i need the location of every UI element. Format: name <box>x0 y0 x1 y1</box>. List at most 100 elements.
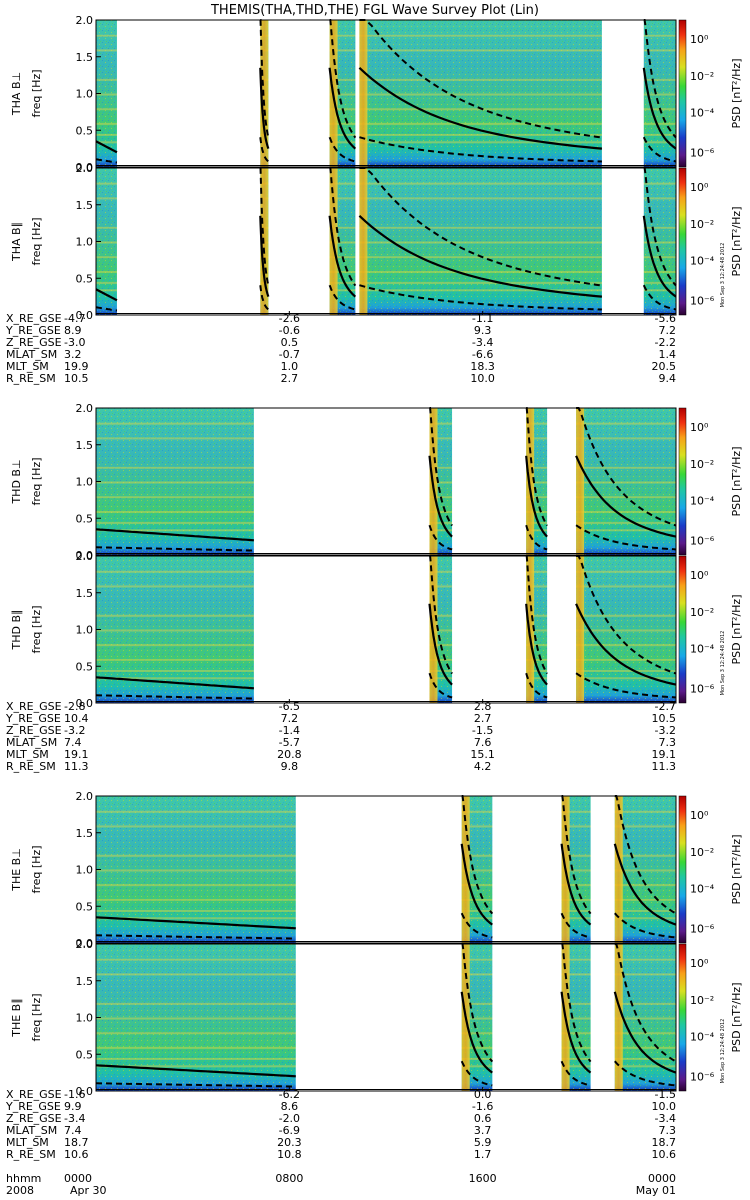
panel-the-perp: 0.0 0.5 1.0 1.5 2.0 freq [Hz] THE B⊥ 10⁻⁶ 10⁻⁴ 10… <box>10 790 743 950</box>
data-gap <box>590 944 615 1091</box>
spectral-line <box>96 289 676 292</box>
panel-label: THE B∥ <box>10 998 23 1037</box>
gyrofrequency-harmonic <box>460 1060 493 1087</box>
gyrofrequency-harmonic <box>560 1060 591 1087</box>
colorbar <box>678 407 687 556</box>
ephemeris-value: -6.6 <box>472 348 493 361</box>
colorbar-tick-label: 10⁻² <box>690 218 714 231</box>
ephemeris-value: 11.3 <box>652 760 677 773</box>
gyrofrequency-harmonic <box>95 694 254 700</box>
version-stamp: Mon Sep 3 12:24:48 2012 <box>720 243 726 308</box>
ephemeris-value: -1.6 <box>64 1088 85 1101</box>
ephemeris-value: -5.7 <box>279 736 300 749</box>
gyrofrequency-harmonic <box>614 912 677 939</box>
ephemeris-value: 7.3 <box>659 736 677 749</box>
ephemeris-label: X_RE_GSE <box>6 312 62 325</box>
colorbar-tick-label: 10⁻² <box>690 70 714 83</box>
ephemeris-value: 2.7 <box>474 712 492 725</box>
wave-band <box>614 944 623 1091</box>
ephemeris-value: 11.3 <box>64 760 89 773</box>
panel-label: THA B∥ <box>10 222 23 262</box>
y-tick-label: 2.0 <box>76 14 94 27</box>
ephemeris-value: -6.2 <box>279 1088 300 1101</box>
y-tick-label: 0.5 <box>76 124 94 137</box>
ephemeris-value: -3.2 <box>655 724 676 737</box>
ephemeris-value: -1.1 <box>472 312 493 325</box>
gyrofrequency-harmonic <box>259 19 270 138</box>
spectral-line <box>96 270 676 273</box>
ephemeris-value: 19.1 <box>64 748 89 761</box>
colorbar-tick-label: 10⁻² <box>690 994 714 1007</box>
gyrofrequency-trace <box>642 67 677 150</box>
ephemeris-value: -2.2 <box>655 336 676 349</box>
x-unit-label: hhmm <box>6 1172 41 1185</box>
y-tick-label: 1.5 <box>76 439 94 452</box>
gyrofrequency-harmonic <box>329 19 357 139</box>
ephemeris-value: 9.9 <box>64 1100 82 1113</box>
ephemeris-label: Z_RE_GSE <box>6 1112 62 1125</box>
data-gap <box>452 408 527 555</box>
gyrofrequency-harmonic <box>576 555 677 675</box>
ephemeris-value: 18.7 <box>64 1136 89 1149</box>
start-date-label: Apr 30 <box>70 1184 107 1197</box>
gyrofrequency-harmonic <box>575 672 677 699</box>
spectral-line <box>96 197 676 200</box>
gyrofrequency-harmonic <box>561 943 592 1063</box>
wave-band <box>526 556 535 703</box>
wave-band <box>359 168 368 315</box>
y-tick-label: 2.0 <box>76 938 94 951</box>
ephemeris-value: -1.5 <box>472 724 493 737</box>
ephemeris-value: 5.9 <box>474 1136 492 1149</box>
y-tick-label: 2.0 <box>76 402 94 415</box>
ephemeris-value: -1.5 <box>655 1088 676 1101</box>
ephemeris-value: 0.5 <box>281 336 299 349</box>
gyrofrequency-harmonic <box>95 546 254 552</box>
gyrofrequency-harmonic <box>259 285 270 311</box>
gyrofrequency-trace <box>328 215 357 298</box>
data-gap <box>295 796 462 943</box>
spectral-line <box>96 93 676 96</box>
ephemeris-value: -2.6 <box>279 312 300 325</box>
ephemeris-value: -0.7 <box>279 348 300 361</box>
gyrofrequency-harmonic <box>461 795 494 915</box>
colorbar-tick-label: 10⁻⁶ <box>690 534 715 547</box>
spectral-line <box>96 256 676 259</box>
gyrofrequency-harmonic <box>429 407 453 527</box>
wave-band <box>576 556 585 703</box>
spectral-line <box>96 78 676 81</box>
spectral-line <box>96 241 676 244</box>
data-gap <box>268 20 330 167</box>
x-tick-label: 1600 <box>469 1172 497 1185</box>
gyrofrequency-trace <box>460 991 493 1074</box>
colorbar-tick-label: 10⁻² <box>690 458 714 471</box>
ephemeris-value: 3.2 <box>64 348 82 361</box>
wave-band <box>614 796 623 943</box>
gyrofrequency-trace <box>525 603 548 686</box>
ephemeris-value: 20.8 <box>277 748 302 761</box>
gyrofrequency-harmonic <box>643 167 677 287</box>
y-tick-label: 1.0 <box>76 476 94 489</box>
wave-band <box>526 408 535 555</box>
ephemeris-value: 3.7 <box>474 1124 492 1137</box>
ephemeris-value: 10.0 <box>470 372 495 385</box>
spectral-line <box>96 182 676 185</box>
panel-thd-perp: 0.0 0.5 1.0 1.5 2.0 freq [Hz] THD B⊥ 10⁻⁶ 10⁻⁴ 10… <box>10 402 743 562</box>
gyrofrequency-trace <box>428 603 453 686</box>
colorbar <box>678 795 687 944</box>
ephemeris-label: MLAT_SM <box>6 736 57 749</box>
ephemeris-value: -2.0 <box>279 1112 300 1125</box>
y-tick-label: 0.5 <box>76 900 94 913</box>
gyrofrequency-harmonic <box>359 167 603 287</box>
spectral-line <box>96 226 676 229</box>
y-tick-label: 1.5 <box>76 199 94 212</box>
gyrofrequency-trace <box>575 603 677 686</box>
ephemeris-value: -0.6 <box>279 324 300 337</box>
ephemeris-value: 7.4 <box>64 1124 82 1137</box>
colorbar-label: PSD [nT²/Hz] <box>730 594 743 664</box>
y-tick-label: 0.5 <box>76 272 94 285</box>
ephemeris-label: Y_RE_GSE <box>5 712 61 725</box>
data-gap <box>116 168 261 315</box>
ephemeris-value: 15.1 <box>470 748 495 761</box>
ephemeris-value: 1.0 <box>281 360 299 373</box>
ephemeris-value: 7.2 <box>281 712 299 725</box>
